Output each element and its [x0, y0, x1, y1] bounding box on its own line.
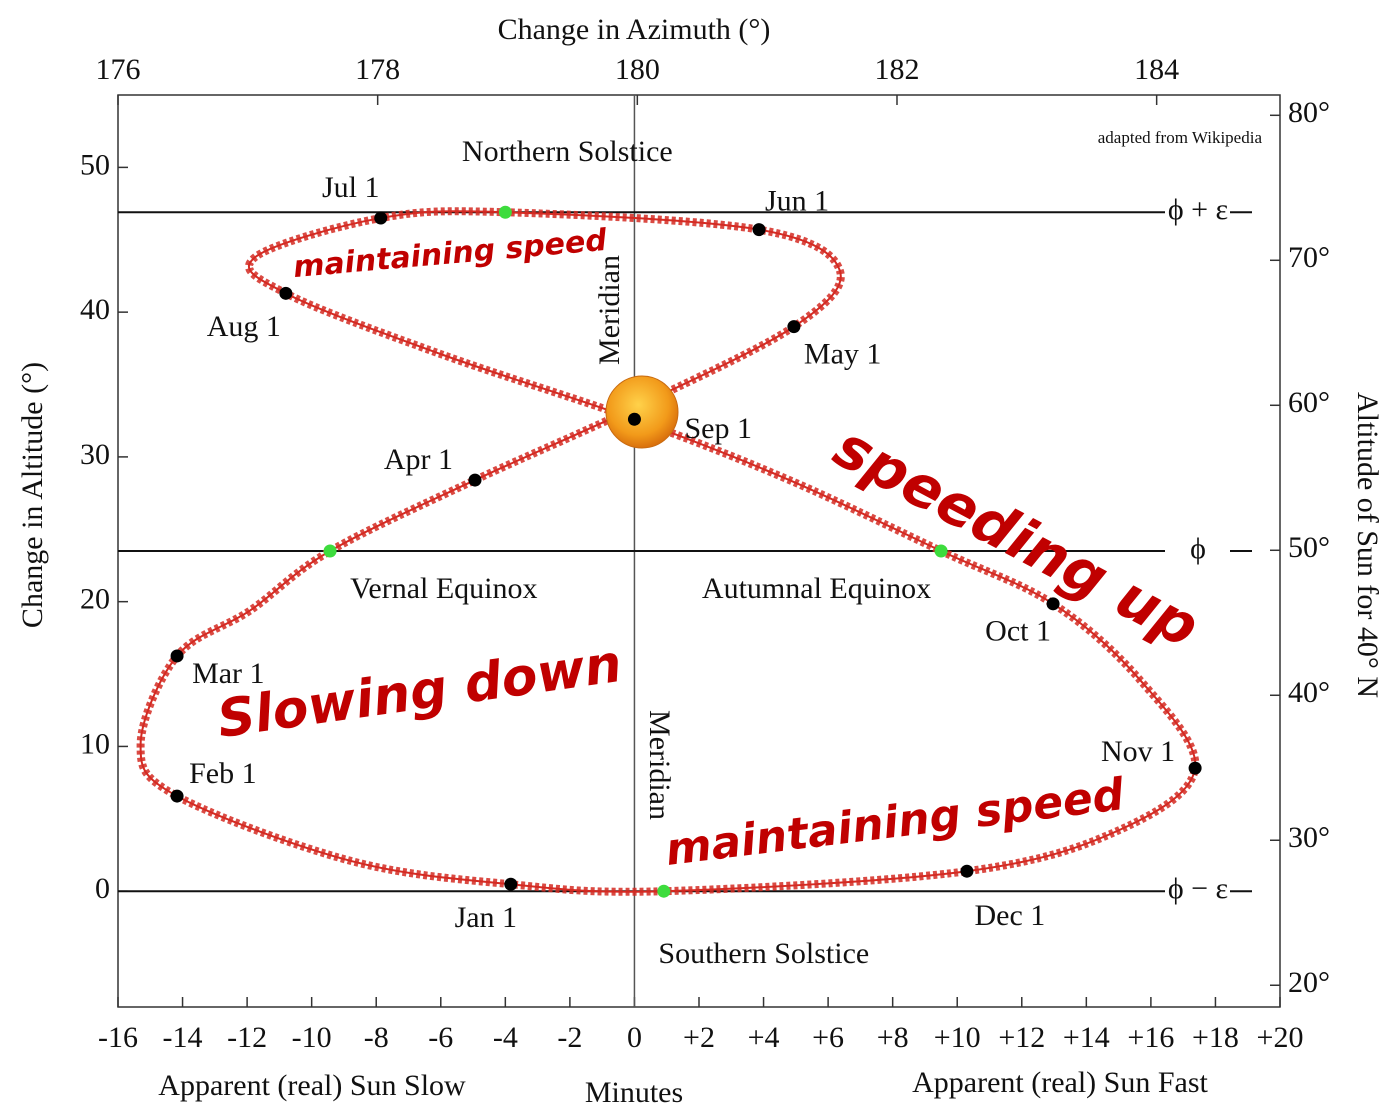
reference-label: ϕ − ε: [1168, 872, 1228, 905]
date-point: [374, 211, 388, 225]
x-tick-label: +14: [1063, 1021, 1110, 1054]
date-label: Oct 1: [985, 615, 1051, 648]
date-point: [170, 789, 184, 803]
meridian-label: Meridian: [643, 710, 676, 820]
x2-tick-label: 182: [874, 53, 919, 86]
source-note: adapted from Wikipedia: [1098, 128, 1263, 147]
date-label: Mar 1: [192, 657, 264, 690]
y2-tick-label: 70°: [1288, 241, 1330, 274]
reference-label: ϕ + ε: [1168, 193, 1228, 226]
y2-tick-label: 40°: [1288, 676, 1330, 709]
y-tick-label: 0: [95, 872, 110, 905]
date-label: Feb 1: [189, 757, 257, 790]
x-tick-label: -14: [163, 1021, 203, 1054]
x-tick-label: +10: [934, 1021, 981, 1054]
y-tick-label: 40: [80, 293, 110, 326]
date-label: Southern Solstice: [658, 937, 869, 970]
x-tick-label: -8: [364, 1021, 389, 1054]
x-tick-label: -10: [292, 1021, 332, 1054]
date-label: Nov 1: [1101, 735, 1175, 768]
date-point: [279, 286, 293, 300]
y2-tick-label: 50°: [1288, 531, 1330, 564]
annotation: maintaining speed: [663, 769, 1127, 876]
date-label: Jan 1: [455, 901, 518, 934]
annotation: maintaining speed: [292, 223, 609, 285]
x-tick-label: -16: [98, 1021, 138, 1054]
date-point: [504, 877, 518, 891]
x-tick-label: 0: [627, 1021, 642, 1054]
x2-tick-label: 184: [1134, 53, 1179, 86]
x2-tick-label: 178: [355, 53, 400, 86]
x-axis-title: Minutes: [585, 1076, 683, 1109]
date-label: May 1: [804, 338, 882, 371]
y-tick-label: 10: [80, 727, 110, 760]
top-axis-title: Change in Azimuth (°): [498, 13, 771, 46]
y-tick-label: 50: [80, 148, 110, 181]
date-point: [657, 884, 671, 898]
date-point: [498, 205, 512, 219]
y2-tick-label: 60°: [1288, 386, 1330, 419]
date-label: Jul 1: [322, 171, 380, 204]
date-point: [323, 544, 337, 558]
date-label: Northern Solstice: [462, 135, 673, 168]
y-tick-label: 20: [80, 583, 110, 616]
x-note-right: Apparent (real) Sun Fast: [912, 1066, 1208, 1099]
y-axis-title: Change in Altitude (°): [16, 362, 49, 628]
date-point: [934, 544, 948, 558]
date-point: [1046, 597, 1060, 611]
date-label: Apr 1: [384, 443, 453, 476]
x-tick-label: +20: [1257, 1021, 1304, 1054]
date-label: Sep 1: [684, 412, 752, 445]
reference-label: ϕ: [1190, 532, 1206, 565]
x-tick-label: +6: [812, 1021, 844, 1054]
x2-tick-label: 180: [615, 53, 660, 86]
y2-axis-title: Altitude of Sun for 40° N: [1351, 392, 1384, 698]
date-point: [787, 320, 801, 334]
y2-tick-label: 30°: [1288, 821, 1330, 854]
x-tick-label: +12: [998, 1021, 1045, 1054]
date-point: [1188, 761, 1202, 775]
sun-icon: [605, 375, 679, 449]
y-tick-label: 30: [80, 438, 110, 471]
x-tick-label: +16: [1127, 1021, 1174, 1054]
x-tick-label: -12: [227, 1021, 267, 1054]
x-tick-label: +18: [1192, 1021, 1239, 1054]
x-tick-label: -2: [557, 1021, 582, 1054]
date-point: [960, 864, 974, 878]
meridian-label: Meridian: [593, 255, 626, 365]
x-tick-label: -6: [428, 1021, 453, 1054]
x-tick-label: +8: [877, 1021, 909, 1054]
annotation: Slowing down: [214, 634, 626, 750]
date-label: Dec 1: [975, 899, 1046, 932]
x-tick-label: -4: [493, 1021, 518, 1054]
x2-tick-label: 176: [96, 53, 141, 86]
x-note-left: Apparent (real) Sun Slow: [158, 1069, 466, 1102]
date-point: [627, 412, 641, 426]
date-label: Autumnal Equinox: [702, 572, 931, 605]
date-point: [468, 473, 482, 487]
x-tick-label: +4: [748, 1021, 780, 1054]
y2-tick-label: 20°: [1288, 966, 1330, 999]
x-tick-label: +2: [683, 1021, 715, 1054]
date-label: Jun 1: [765, 185, 829, 218]
date-label: Aug 1: [207, 310, 281, 343]
date-point: [752, 223, 766, 237]
date-point: [170, 649, 184, 663]
y2-tick-label: 80°: [1288, 96, 1330, 129]
date-label: Vernal Equinox: [350, 572, 537, 605]
